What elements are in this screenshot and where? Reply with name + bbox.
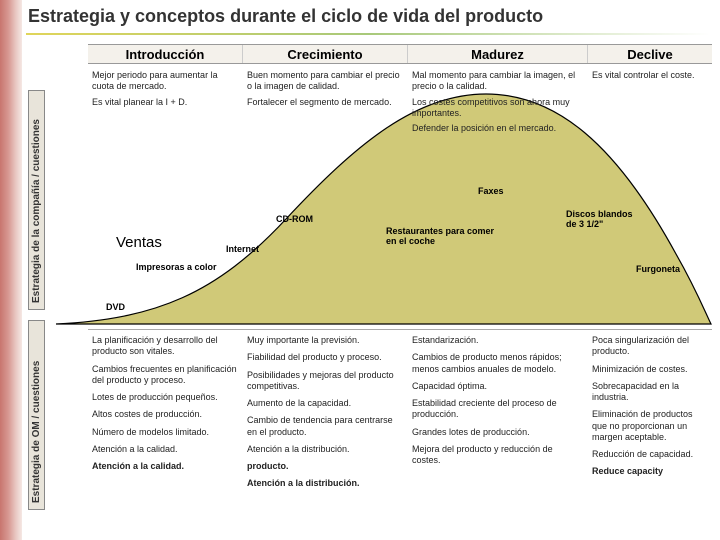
text: Altos costes de producción. (92, 409, 237, 420)
text: Es vital controlar el coste. (592, 70, 706, 81)
text: Mejora del producto y reducción de coste… (412, 444, 582, 467)
header-growth: Crecimiento (243, 45, 408, 63)
text: Cambios de producto menos rápidos; menos… (412, 352, 582, 375)
text: Defender la posición en el mercado. (412, 123, 582, 134)
cell-dec-om: Poca singularización del producto. Minim… (588, 330, 712, 501)
text: Número de modelos limitado. (92, 427, 237, 438)
label-discos: Discos blandos de 3 1/2" (566, 209, 636, 229)
text: La planificación y desarrollo del produc… (92, 335, 237, 358)
text: Fiabilidad del producto y proceso. (247, 352, 402, 363)
text: Atención a la calidad. (92, 461, 237, 472)
text: Cambio de tendencia para centrarse en el… (247, 415, 402, 438)
text: Es vital planear la I + D. (92, 97, 237, 108)
left-color-bar (0, 0, 22, 540)
text: Grandes lotes de producción. (412, 427, 582, 438)
cell-mat-om: Estandarización. Cambios de producto men… (408, 330, 588, 501)
label-furgoneta: Furgoneta (636, 264, 680, 274)
header-decline: Declive (588, 45, 712, 63)
header-intro: Introducción (88, 45, 243, 63)
text: Fortalecer el segmento de mercado. (247, 97, 402, 108)
text: Mejor periodo para aumentar la cuota de … (92, 70, 237, 93)
page-title: Estrategia y conceptos durante el ciclo … (0, 0, 720, 33)
cell-grow-company: Buen momento para cambiar el precio o la… (243, 68, 408, 140)
text: Atención a la distribución. (247, 478, 402, 489)
label-dvd: DVD (106, 302, 125, 312)
cell-intro-company: Mejor periodo para aumentar la cuota de … (88, 68, 243, 140)
text: Atención a la distribución. (247, 444, 402, 455)
text: Poca singularización del producto. (592, 335, 706, 358)
text: Lotes de producción pequeños. (92, 392, 237, 403)
text: Atención a la calidad. (92, 444, 237, 455)
text: Mal momento para cambiar la imagen, el p… (412, 70, 582, 93)
text: Minimización de costes. (592, 364, 706, 375)
cell-intro-om: La planificación y desarrollo del produc… (88, 330, 243, 501)
chart-area: Introducción Crecimiento Madurez Declive… (36, 44, 716, 534)
header-maturity: Madurez (408, 45, 588, 63)
om-strategy-row: La planificación y desarrollo del produc… (88, 329, 712, 501)
text: Sobrecapacidad en la industria. (592, 381, 706, 404)
text: Cambios frecuentes en planificación del … (92, 364, 237, 387)
label-impresoras: Impresoras a color (136, 262, 217, 272)
text: Estabilidad creciente del proceso de pro… (412, 398, 582, 421)
phase-header-row: Introducción Crecimiento Madurez Declive (88, 44, 712, 64)
label-internet: Internet (226, 244, 259, 254)
text: Posibilidades y mejoras del producto com… (247, 370, 402, 393)
text: Eliminación de productos que no proporci… (592, 409, 706, 443)
company-strategy-row: Mejor periodo para aumentar la cuota de … (88, 68, 712, 140)
text: Capacidad óptima. (412, 381, 582, 392)
text: Muy importante la previsión. (247, 335, 402, 346)
text: producto. (247, 461, 402, 472)
cell-mat-company: Mal momento para cambiar la imagen, el p… (408, 68, 588, 140)
cell-dec-company: Es vital controlar el coste. (588, 68, 712, 140)
text: Buen momento para cambiar el precio o la… (247, 70, 402, 93)
label-cdrom: CD-ROM (276, 214, 313, 224)
text: Aumento de la capacidad. (247, 398, 402, 409)
label-restaurantes: Restaurantes para comer en el coche (386, 226, 496, 246)
text: Reducción de capacidad. (592, 449, 706, 460)
label-faxes: Faxes (478, 186, 504, 196)
cell-grow-om: Muy importante la previsión. Fiabilidad … (243, 330, 408, 501)
title-underline (26, 33, 710, 35)
text: Reduce capacity (592, 466, 706, 477)
ventas-label: Ventas (116, 234, 162, 251)
text: Estandarización. (412, 335, 582, 346)
text: Los costes competitivos son ahora muy im… (412, 97, 582, 120)
